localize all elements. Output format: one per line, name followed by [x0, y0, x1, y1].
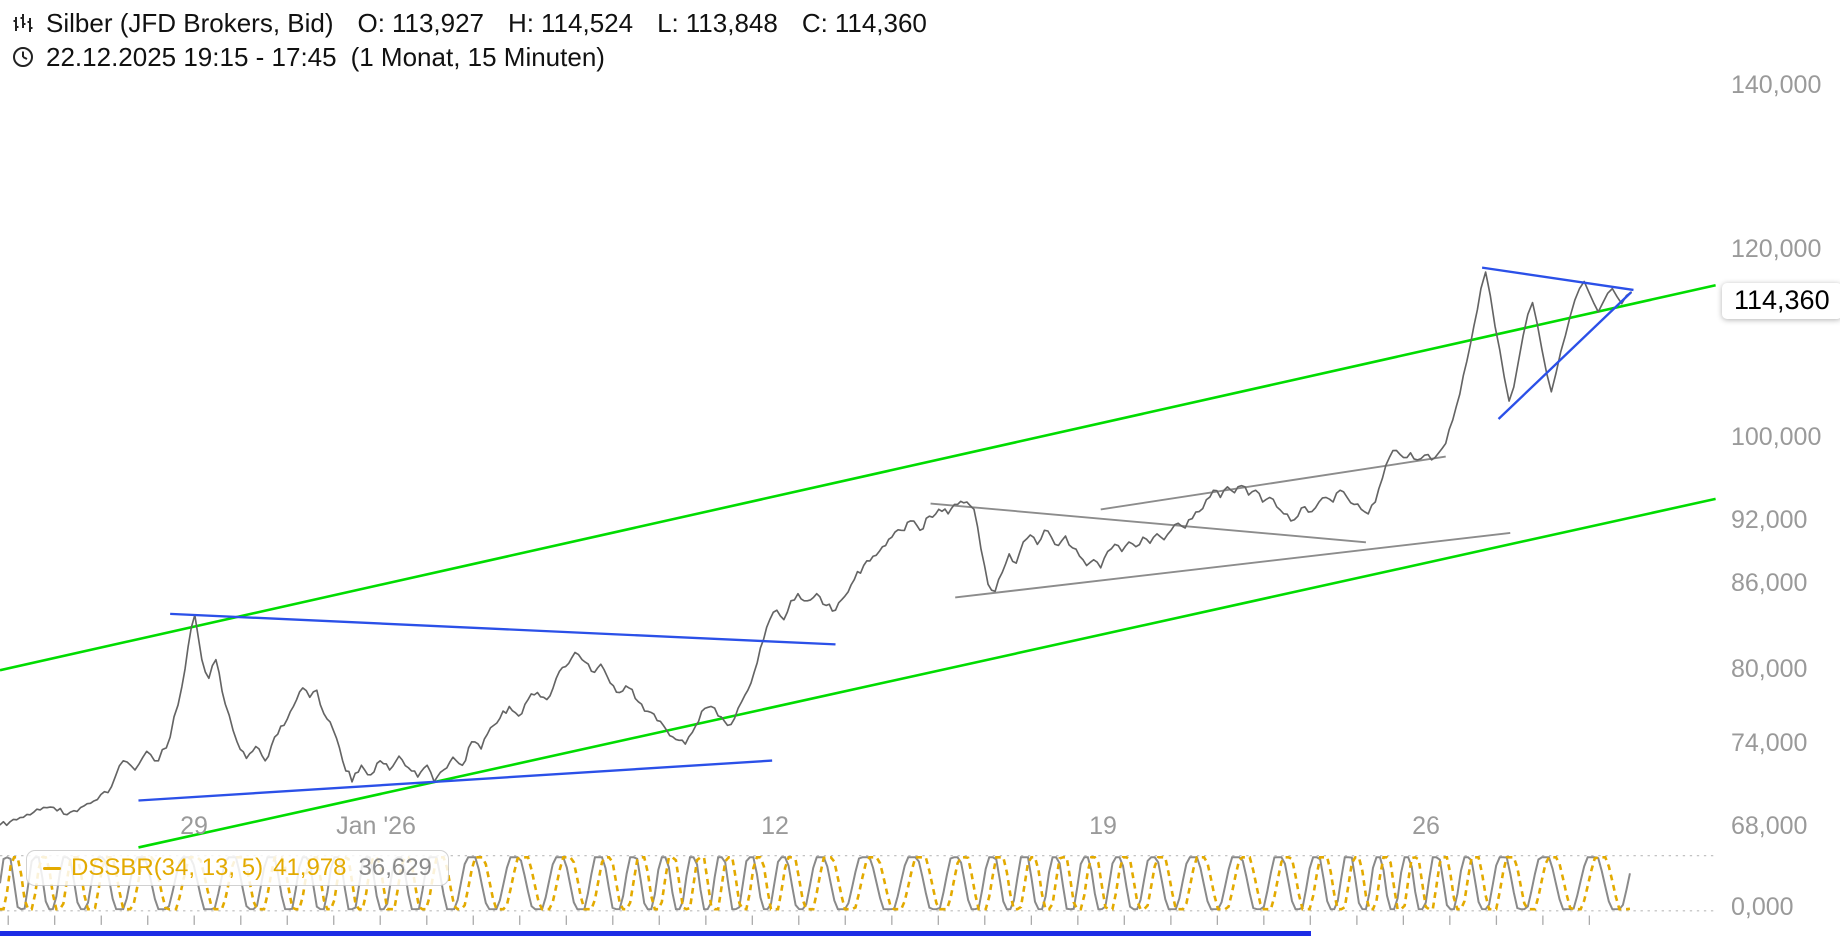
chart-scrollbar[interactable]: [0, 931, 1311, 936]
price-line: [0, 271, 1632, 827]
time-axis-tick: 12: [761, 812, 789, 840]
indicator-value-signal: 36,629: [358, 854, 432, 881]
price-axis-tick: 86,000: [1731, 569, 1808, 597]
price-axis-tick: 74,000: [1731, 729, 1808, 757]
instrument-row: Silber (JFD Brokers, Bid) O: 113,927 H: 11…: [10, 6, 927, 40]
last-price-label: 114,360: [1722, 283, 1840, 319]
instrument-title: Silber (JFD Brokers, Bid): [46, 7, 334, 38]
triangle-upper-left: [170, 612, 836, 646]
price-axis-tick: 100,000: [1731, 423, 1822, 451]
interval-label: (1 Monat, 15 Minuten): [350, 41, 605, 72]
gray-trendline-a: [930, 502, 1367, 544]
bar-chart-icon: [10, 10, 36, 36]
time-axis-tick: 29: [180, 812, 208, 840]
gray-trendline-b: [955, 531, 1511, 599]
pennant-upper-right: [1481, 266, 1634, 292]
indicator-name: DSSBR(34, 13, 5): [71, 854, 264, 881]
time-axis-tick: 26: [1412, 812, 1440, 840]
chart-header: Silber (JFD Brokers, Bid) O: 113,927 H: 11…: [10, 6, 927, 74]
triangle-lower-left: [138, 759, 773, 802]
ohlc-open: O: 113,927: [357, 7, 485, 38]
indicator-color-swatch: [43, 866, 61, 870]
timeframe-row: 22.12.2025 19:15 - 17:45 (1 Monat, 15 Mi…: [10, 40, 927, 74]
price-axis-tick: 68,000: [1731, 812, 1808, 840]
price-axis[interactable]: 140,000 120,000 100,000 92,000 86,000 80…: [1719, 0, 1840, 939]
time-axis-tick: Jan '26: [336, 812, 416, 840]
price-axis-tick: 140,000: [1731, 71, 1822, 99]
channel-line-upper: [0, 283, 1716, 672]
channel-line-lower: [138, 497, 1716, 849]
time-axis-tick: 19: [1089, 812, 1117, 840]
indicator-legend[interactable]: DSSBR(34, 13, 5) 41,978 36,629: [26, 850, 449, 886]
ohlc-close: C: 114,360: [801, 7, 927, 38]
gray-trendline-c: [1100, 455, 1446, 511]
price-axis-tick: 120,000: [1731, 235, 1822, 263]
indicator-zero-label: 0,000: [1731, 893, 1794, 921]
date-range-label: 22.12.2025 19:15 - 17:45: [46, 41, 337, 72]
clock-icon: [10, 44, 36, 70]
pennant-lower-right: [1497, 291, 1632, 420]
ohlc-low: L: 113,848: [657, 7, 778, 38]
indicator-value-main: 41,978: [273, 854, 347, 881]
price-axis-tick: 92,000: [1731, 506, 1808, 534]
ohlc-high: H: 114,524: [508, 7, 634, 38]
price-axis-tick: 80,000: [1731, 655, 1808, 683]
time-axis[interactable]: 29 Jan '26 12 19 26: [0, 806, 1719, 850]
